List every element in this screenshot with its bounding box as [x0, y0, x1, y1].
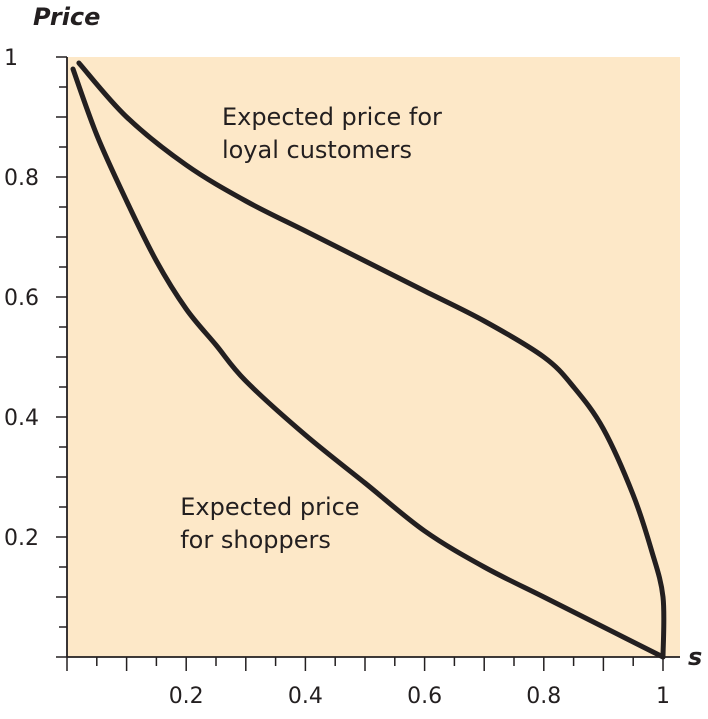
- annotation-line: Expected price for: [222, 103, 442, 131]
- loyal-customers-price-line: [76, 60, 667, 660]
- y-tick-label: 1: [4, 46, 18, 71]
- y-axis-title: Price: [33, 3, 100, 31]
- x-tick-label: 0.6: [407, 684, 442, 709]
- y-tick-label: 0.8: [4, 166, 39, 191]
- y-tick-label: 0.4: [4, 406, 39, 431]
- annotation-line: loyal customers: [222, 136, 412, 164]
- x-axis-ticks: [66, 657, 664, 671]
- x-tick-label: 0.2: [169, 684, 204, 709]
- x-tick-label: 0.4: [288, 684, 323, 709]
- plot-background: [67, 57, 680, 657]
- series-lines: [70, 60, 667, 660]
- x-tick-label: 0.8: [526, 684, 561, 709]
- y-tick-label: 0.2: [4, 526, 39, 551]
- y-axis-ticks: [56, 56, 67, 658]
- shoppers-annotation: Expected price for shoppers: [180, 493, 359, 554]
- annotation-line: Expected price: [180, 493, 359, 521]
- annotation-line: for shoppers: [180, 526, 331, 554]
- y-axis-tick-labels: 0.2 0.4 0.6 0.8 1: [4, 46, 39, 551]
- shoppers-price-line: [70, 66, 666, 660]
- x-axis-title: s: [688, 643, 702, 671]
- annotations: Expected price for loyal customersExpecte…: [180, 103, 442, 554]
- loyal-customers-annotation: Expected price for loyal customers: [222, 103, 442, 164]
- x-tick-label: 1: [656, 684, 670, 709]
- y-tick-label: 0.6: [4, 286, 39, 311]
- x-axis-tick-labels: 0.2 0.4 0.6 0.8 1: [169, 684, 670, 709]
